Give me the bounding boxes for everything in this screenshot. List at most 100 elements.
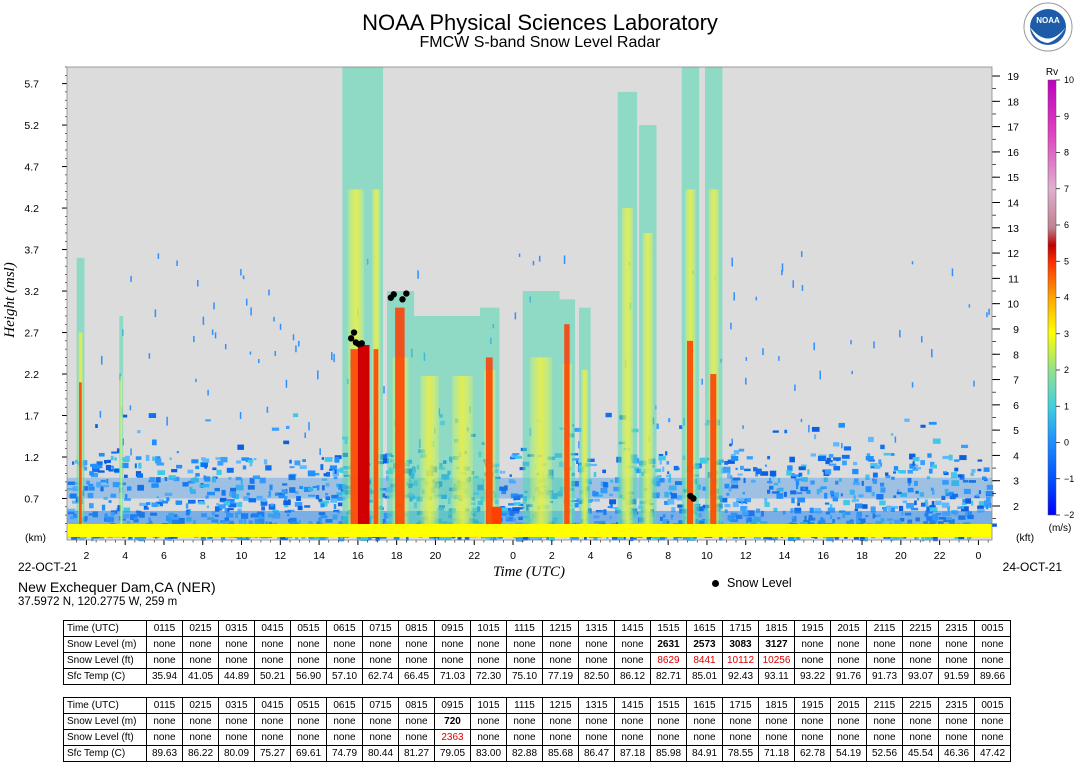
y-tick-label-kft: 8 (1013, 349, 1019, 361)
table-cell: none (290, 636, 327, 653)
table-cell: 1415 (614, 697, 651, 714)
table-cell: none (866, 729, 903, 746)
snow-level-point (690, 495, 697, 502)
colorbar-tick-label: −2 (1064, 510, 1074, 520)
table-cell: none (938, 729, 975, 746)
table-cell: 62.74 (362, 668, 399, 685)
table-cell: none (146, 713, 183, 730)
table-cell: 1015 (470, 697, 507, 714)
x-tick-label: 18 (856, 550, 868, 562)
table-cell: none (146, 729, 183, 746)
colorbar-tick-label: 1 (1064, 401, 1069, 411)
table-row: Sfc Temp (C) 89.63 86.22 80.09 75.27 69.61 74.… (63, 745, 1011, 762)
table-cell: 1115 (506, 697, 543, 714)
table-cell: 75.27 (254, 745, 291, 762)
table-cell: none (614, 713, 651, 730)
table-cell: 0315 (218, 620, 255, 637)
y-unit-left: (km) (25, 532, 46, 544)
table-cell: 2573 (686, 636, 723, 653)
logo-text: NOAA (1036, 16, 1060, 25)
y-tick-label-kft: 12 (1007, 248, 1019, 260)
table-cell: 0615 (326, 620, 363, 637)
table-cell: 87.18 (614, 745, 651, 762)
table-cell: none (434, 652, 471, 669)
ground-band (67, 524, 992, 537)
table-cell: none (974, 713, 1011, 730)
table-cell: 720 (434, 713, 471, 730)
table-cell: none (902, 636, 939, 653)
x-tick-label: 20 (895, 550, 907, 562)
table-cell: none (290, 652, 327, 669)
start-date: 22-OCT-21 (18, 560, 78, 574)
table-cell: 35.94 (146, 668, 183, 685)
table-cell: 0915 (434, 620, 471, 637)
x-tick-label: 12 (274, 550, 286, 562)
y-tick-label-kft: 4 (1013, 450, 1019, 462)
table-cell: none (254, 636, 291, 653)
table-cell: 2015 (830, 697, 867, 714)
table-cell: none (794, 636, 831, 653)
table-cell: none (578, 652, 615, 669)
table-cell: 66.45 (398, 668, 435, 685)
table-cell: 1815 (758, 620, 795, 637)
table-cell: 0115 (146, 620, 183, 637)
row-label: Snow Level (ft) (63, 652, 147, 669)
table-cell: none (182, 652, 219, 669)
y-tick-label-kft: 2 (1013, 501, 1019, 513)
y-tick-label-kft: 13 (1007, 223, 1019, 235)
table-cell: none (614, 636, 651, 653)
table-cell: none (470, 652, 507, 669)
table-cell: none (398, 636, 435, 653)
table-cell: 1715 (722, 620, 759, 637)
table-cell: none (830, 652, 867, 669)
table-cell: 93.07 (902, 668, 939, 685)
table-cell: none (938, 636, 975, 653)
table-cell: 0215 (182, 697, 219, 714)
table-cell: 74.79 (326, 745, 363, 762)
table-cell: 85.98 (650, 745, 687, 762)
table-row: Sfc Temp (C) 35.94 41.05 44.89 50.21 56.90 57.… (63, 668, 1011, 685)
table-cell: 93.22 (794, 668, 831, 685)
table-cell: none (290, 729, 327, 746)
table-cell: 2315 (938, 697, 975, 714)
colorbar-tick-label: 8 (1064, 148, 1069, 158)
x-tick-label: 6 (626, 550, 632, 562)
x-tick-label: 2 (549, 550, 555, 562)
table-cell: 8629 (650, 652, 687, 669)
table-cell: 80.09 (218, 745, 255, 762)
table-cell: none (866, 652, 903, 669)
y-tick-label-km: 5.2 (24, 120, 39, 132)
table-cell: 8441 (686, 652, 723, 669)
table-cell: none (362, 652, 399, 669)
table-row: Snow Level (m) none none none none none none no… (63, 636, 1011, 653)
colorbar-tick-label: 9 (1064, 111, 1069, 121)
table-cell: none (542, 636, 579, 653)
y-tick-label-kft: 11 (1008, 273, 1019, 285)
x-tick-label: 4 (122, 550, 128, 562)
colorbar (1047, 79, 1057, 516)
colorbar-unit: (m/s) (1049, 523, 1072, 534)
table-cell: 10112 (722, 652, 759, 669)
table-cell: 46.36 (938, 745, 975, 762)
table-cell: 86.22 (182, 745, 219, 762)
y-tick-label-kft: 19 (1007, 71, 1019, 83)
table-cell: none (218, 713, 255, 730)
table-row: Time (UTC) 0115 0215 0315 0415 0515 0615 0715 08… (63, 697, 1011, 714)
table-cell: none (218, 729, 255, 746)
table-cell: none (758, 713, 795, 730)
y-tick-label-km: 1.7 (24, 411, 39, 423)
y-tick-label-km: 3.7 (24, 245, 39, 257)
x-tick-label: 10 (236, 550, 248, 562)
x-tick-label: 16 (817, 550, 829, 562)
table-cell: none (542, 652, 579, 669)
table-cell: 52.56 (866, 745, 903, 762)
y-tick-label-km: 4.7 (24, 162, 39, 174)
snow-level-point (350, 329, 358, 336)
y-tick-label-kft: 15 (1007, 172, 1019, 184)
table-cell: none (830, 713, 867, 730)
table-cell: none (470, 636, 507, 653)
table-cell: 1115 (506, 620, 543, 637)
table-cell: 82.88 (506, 745, 543, 762)
x-tick-label: 16 (352, 550, 364, 562)
snow-level-point (390, 291, 397, 298)
